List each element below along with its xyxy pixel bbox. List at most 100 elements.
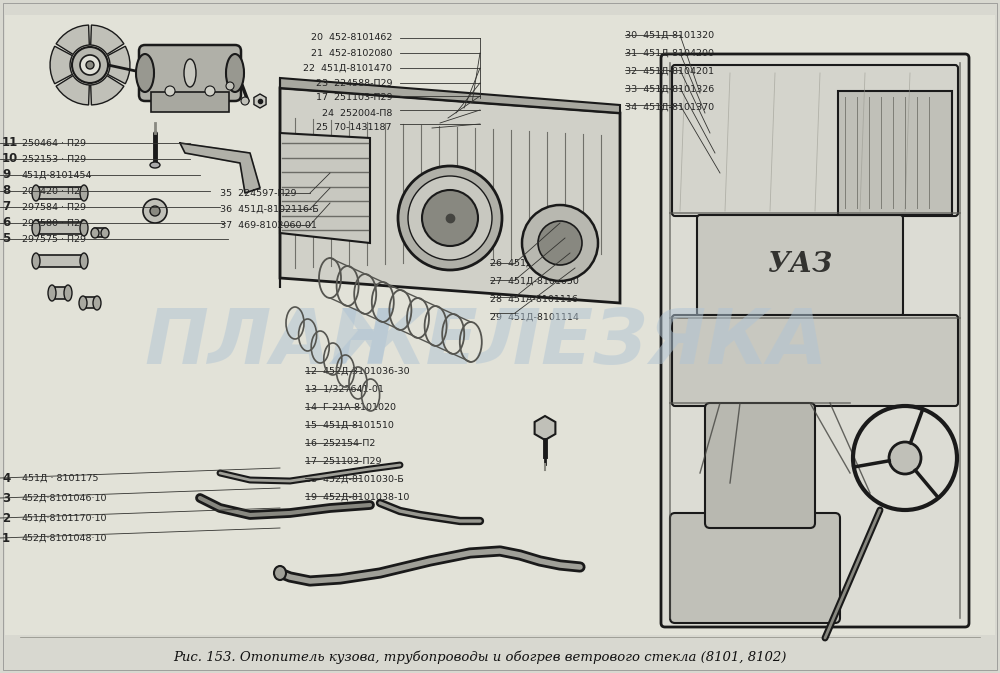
FancyBboxPatch shape <box>705 403 815 528</box>
Text: 31  451Д-8104200: 31 451Д-8104200 <box>625 48 714 57</box>
Ellipse shape <box>150 162 160 168</box>
Text: 3: 3 <box>2 491 10 505</box>
Circle shape <box>205 86 215 96</box>
Text: 19  452Д-8101038-10: 19 452Д-8101038-10 <box>305 493 409 501</box>
Circle shape <box>522 205 598 281</box>
Text: 297584 · П29: 297584 · П29 <box>22 203 86 211</box>
Text: 250464 · П29: 250464 · П29 <box>22 139 86 147</box>
Polygon shape <box>91 75 124 105</box>
Polygon shape <box>254 94 266 108</box>
FancyBboxPatch shape <box>34 255 86 267</box>
FancyBboxPatch shape <box>93 228 107 237</box>
Text: 4: 4 <box>2 472 10 485</box>
Text: 10: 10 <box>2 153 18 166</box>
Polygon shape <box>280 78 620 113</box>
Ellipse shape <box>80 185 88 201</box>
Text: 28  451А-8101116: 28 451А-8101116 <box>490 295 578 304</box>
Ellipse shape <box>136 54 154 92</box>
Ellipse shape <box>32 220 40 236</box>
FancyBboxPatch shape <box>139 45 241 101</box>
Text: 34  451Д-8101370: 34 451Д-8101370 <box>625 102 714 112</box>
Polygon shape <box>108 46 130 83</box>
Circle shape <box>422 190 478 246</box>
Circle shape <box>889 442 921 474</box>
Polygon shape <box>280 88 620 303</box>
FancyBboxPatch shape <box>672 315 958 406</box>
FancyBboxPatch shape <box>151 92 229 112</box>
Ellipse shape <box>101 228 109 238</box>
Polygon shape <box>535 416 555 440</box>
FancyBboxPatch shape <box>81 297 99 308</box>
Text: УАЗ: УАЗ <box>767 252 833 279</box>
Polygon shape <box>280 133 370 243</box>
Text: 14  Г-21А-8101020: 14 Г-21А-8101020 <box>305 402 396 411</box>
Ellipse shape <box>274 566 286 580</box>
Text: 1: 1 <box>2 532 10 544</box>
FancyBboxPatch shape <box>838 91 952 215</box>
Text: 22  451Д-8101470: 22 451Д-8101470 <box>303 63 392 73</box>
FancyBboxPatch shape <box>5 15 995 635</box>
Text: 452Д·8101048·10: 452Д·8101048·10 <box>22 534 108 542</box>
Circle shape <box>80 55 100 75</box>
Text: 29  451Д-8101114: 29 451Д-8101114 <box>490 312 579 322</box>
Text: 17  251103-П29: 17 251103-П29 <box>316 94 392 102</box>
Ellipse shape <box>32 185 40 201</box>
Text: 27  451Д-8101050: 27 451Д-8101050 <box>490 277 579 285</box>
Text: 452Д·8101046·10: 452Д·8101046·10 <box>22 493 108 503</box>
Text: 36  451Д-8102116-Б: 36 451Д-8102116-Б <box>220 205 319 213</box>
Text: 17  251103-П29: 17 251103-П29 <box>305 456 382 466</box>
Text: 9: 9 <box>2 168 10 182</box>
FancyBboxPatch shape <box>670 513 840 623</box>
Circle shape <box>150 206 160 216</box>
FancyBboxPatch shape <box>34 187 86 199</box>
Circle shape <box>143 199 167 223</box>
Text: 37  469-8102060-01: 37 469-8102060-01 <box>220 221 317 229</box>
FancyBboxPatch shape <box>34 222 86 234</box>
Text: 451Д·8101170·10: 451Д·8101170·10 <box>22 513 108 522</box>
Ellipse shape <box>184 59 196 87</box>
FancyBboxPatch shape <box>697 215 903 316</box>
Text: 11: 11 <box>2 137 18 149</box>
Text: 21  452-8102080: 21 452-8102080 <box>311 48 392 57</box>
Text: 297580 · П29: 297580 · П29 <box>22 219 86 227</box>
Text: 201420 · П29: 201420 · П29 <box>22 186 86 195</box>
Text: 32  451Д-8104201: 32 451Д-8104201 <box>625 67 714 75</box>
Polygon shape <box>91 25 124 55</box>
Text: 451Д·8101454: 451Д·8101454 <box>22 170 92 180</box>
Text: 20  452-8101462: 20 452-8101462 <box>311 34 392 42</box>
Text: 23  224588-П29: 23 224588-П29 <box>316 79 392 87</box>
Ellipse shape <box>32 253 40 269</box>
Text: 18  452Д-8101030-Б: 18 452Д-8101030-Б <box>305 474 404 483</box>
Text: 13  1/327641-01: 13 1/327641-01 <box>305 384 384 394</box>
Text: 25  70-1431187: 25 70-1431187 <box>316 124 392 133</box>
Text: 7: 7 <box>2 201 10 213</box>
Circle shape <box>398 166 502 270</box>
Text: ЖЕЛЕЗЯКА: ЖЕЛЕЗЯКА <box>332 306 828 380</box>
Text: 16  252154-П2: 16 252154-П2 <box>305 439 375 448</box>
Ellipse shape <box>80 220 88 236</box>
Text: 15  451Д-8101510: 15 451Д-8101510 <box>305 421 394 429</box>
Text: 33  451Д-8101326: 33 451Д-8101326 <box>625 85 714 94</box>
Text: Рис. 153. Отопитель кузова, трубопроводы и обогрев ветрового стекла (8101, 8102): Рис. 153. Отопитель кузова, трубопроводы… <box>173 650 787 664</box>
Circle shape <box>72 47 108 83</box>
Text: 451Д · 8101175: 451Д · 8101175 <box>22 474 98 483</box>
FancyBboxPatch shape <box>661 54 969 627</box>
Ellipse shape <box>79 296 87 310</box>
Text: 12  452Д-3101036-30: 12 452Д-3101036-30 <box>305 367 410 376</box>
Circle shape <box>86 61 94 69</box>
Circle shape <box>538 221 582 265</box>
Ellipse shape <box>64 285 72 301</box>
Text: 5: 5 <box>2 232 10 246</box>
Polygon shape <box>50 46 72 83</box>
Circle shape <box>241 97 249 105</box>
Ellipse shape <box>80 253 88 269</box>
Circle shape <box>226 82 234 90</box>
Text: 297575 · П29: 297575 · П29 <box>22 234 86 244</box>
Circle shape <box>165 86 175 96</box>
Text: 24  252004-П8: 24 252004-П8 <box>322 108 392 118</box>
Ellipse shape <box>48 285 56 301</box>
Text: ПЛАН: ПЛАН <box>145 306 395 380</box>
Polygon shape <box>180 143 260 193</box>
Circle shape <box>408 176 492 260</box>
Polygon shape <box>56 25 89 55</box>
